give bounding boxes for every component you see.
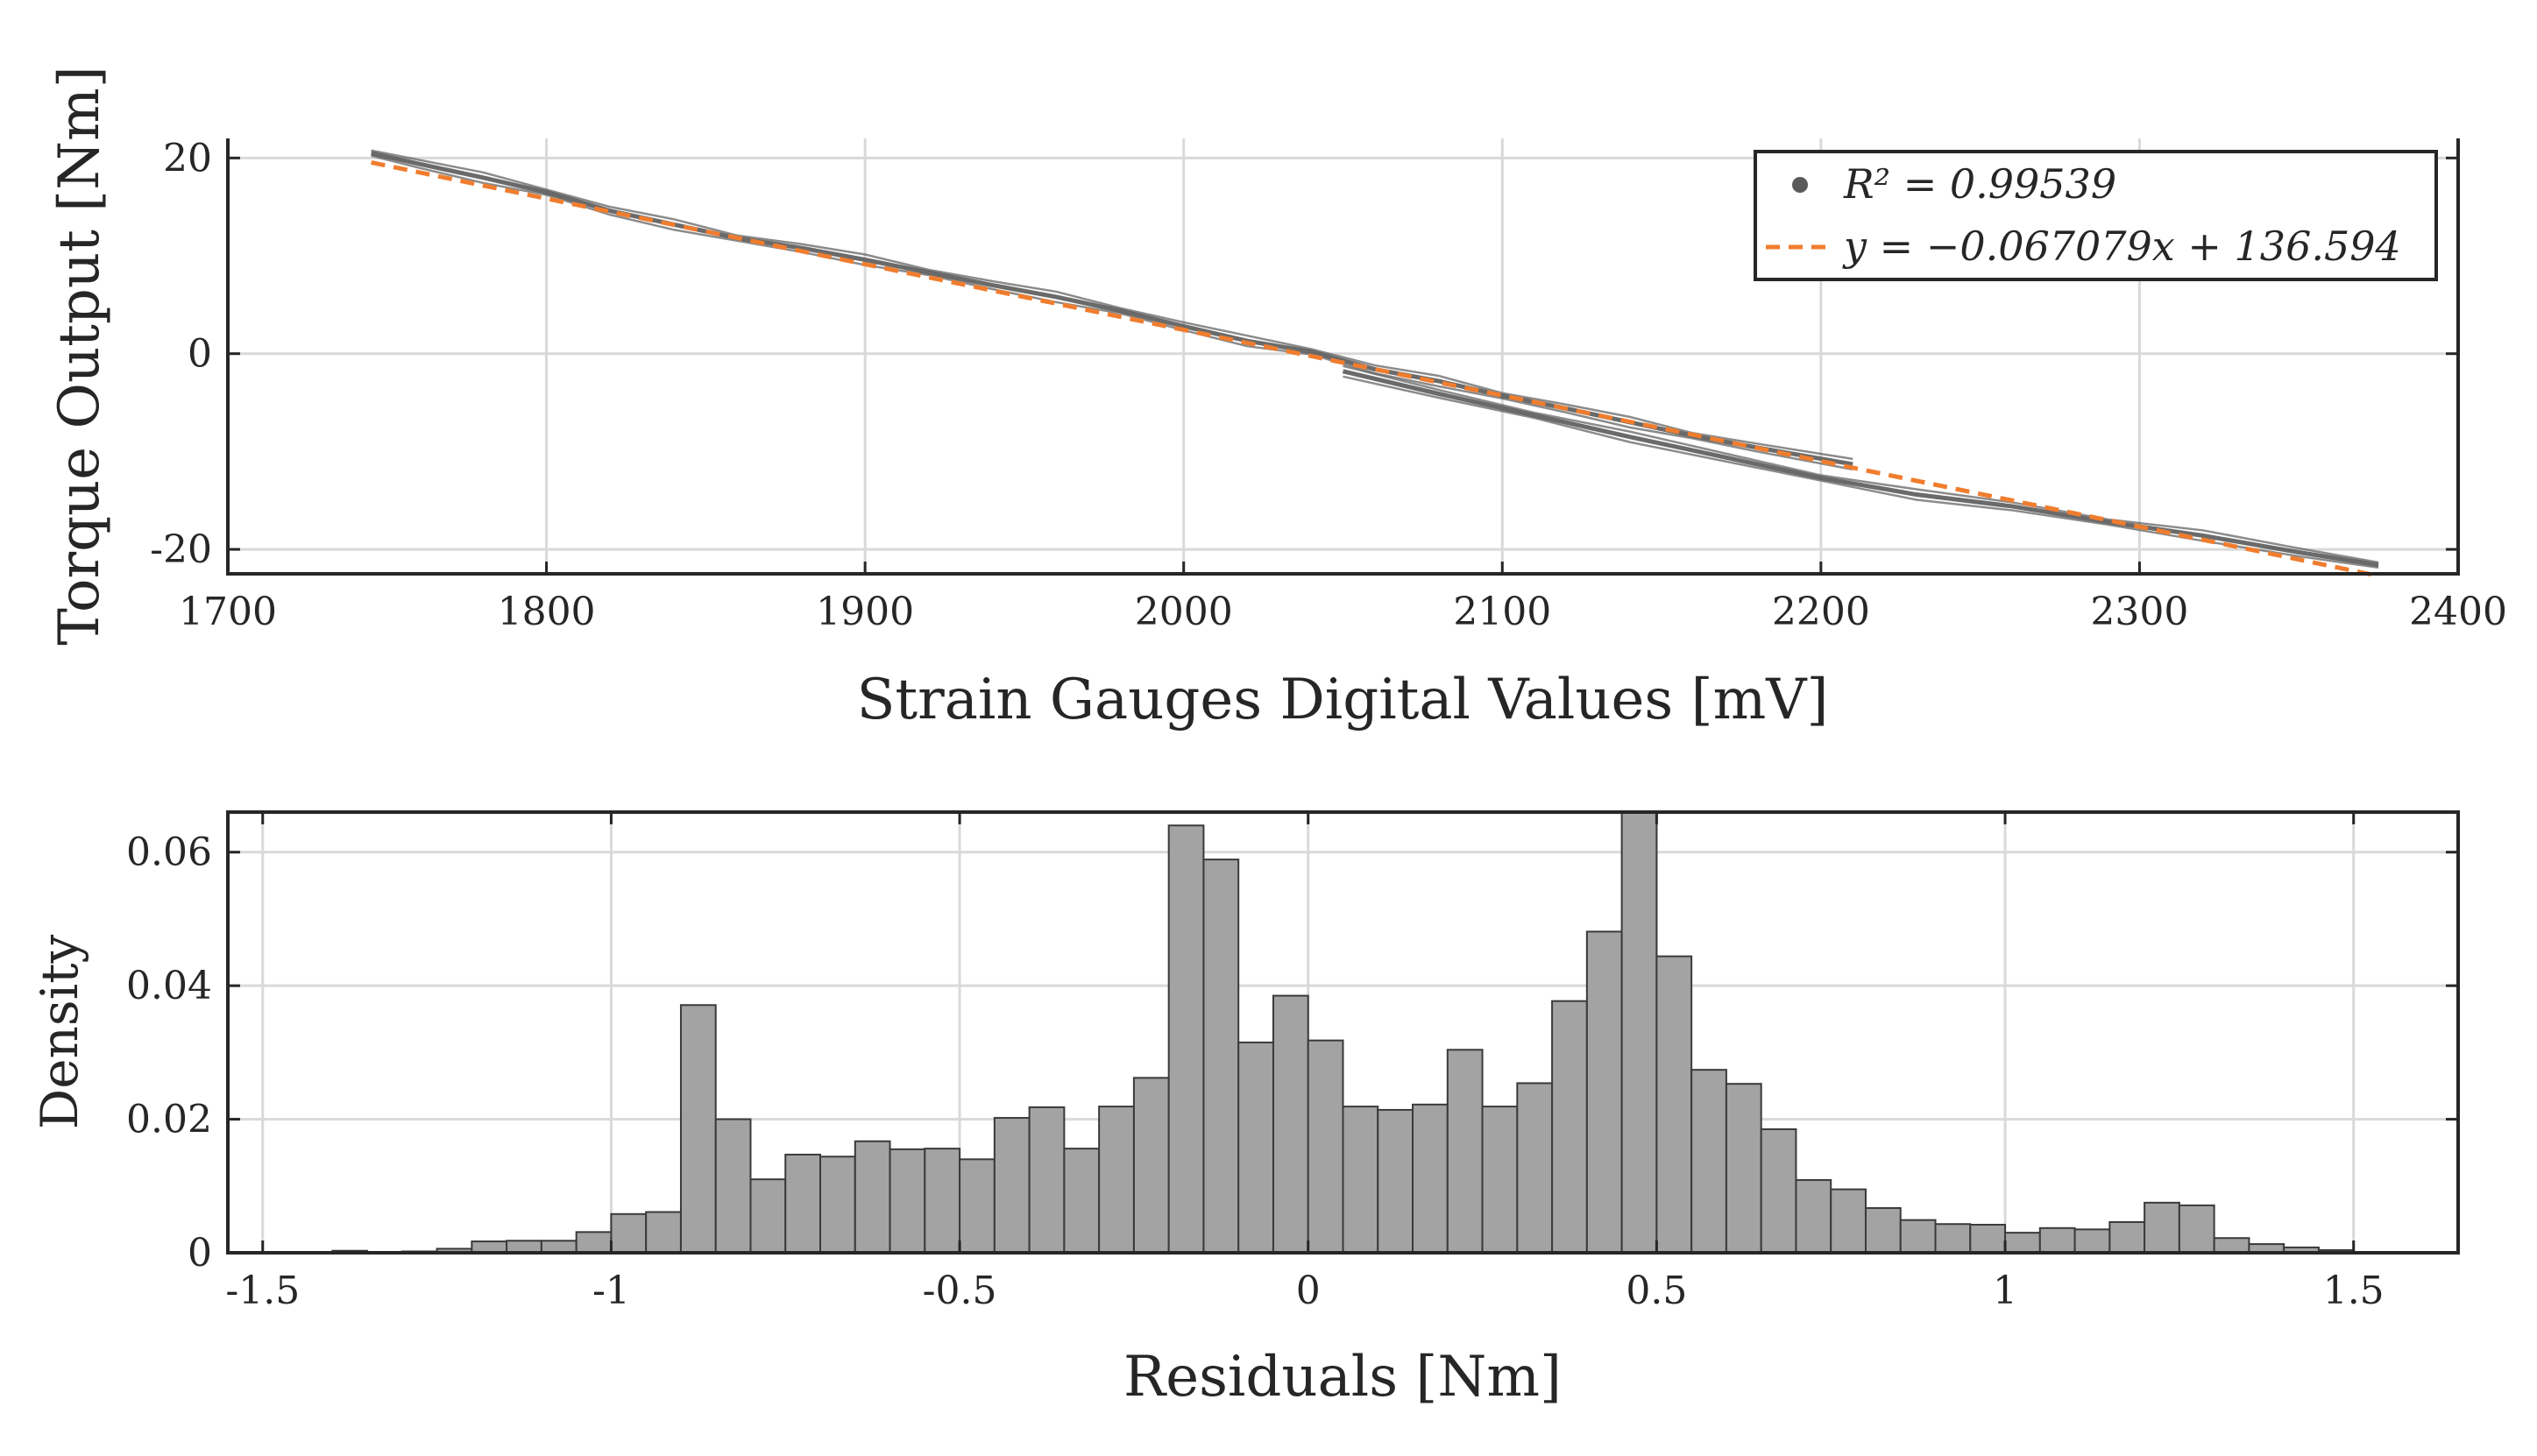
- histogram-bar: [2073, 1228, 2111, 1255]
- histogram-bar: [1028, 1106, 1066, 1254]
- histogram-bar: [1377, 1108, 1414, 1254]
- histogram-bar: [924, 1148, 961, 1255]
- histogram-bar: [1690, 1069, 1727, 1255]
- regression-x-tick-label: 2000: [1135, 590, 1233, 634]
- histogram-bar: [1899, 1219, 1937, 1254]
- residuals-x-tick-label: -1: [592, 1269, 630, 1313]
- histogram-bar: [1412, 1103, 1449, 1254]
- regression-x-tick-label: 2100: [1453, 590, 1551, 634]
- data-trace-band: [1343, 375, 2379, 569]
- regression-x-tick-label: 2400: [2409, 590, 2507, 634]
- histogram-bar: [1934, 1223, 1972, 1254]
- histogram-bar: [645, 1211, 682, 1255]
- histogram-bar: [1725, 1083, 1762, 1255]
- histogram-bar: [854, 1140, 891, 1254]
- histogram-bar: [2038, 1226, 2076, 1254]
- histogram-bar: [1830, 1188, 1867, 1255]
- residuals-y-axis-label: Density: [30, 934, 89, 1129]
- histogram-bar: [1167, 824, 1205, 1254]
- histogram-bar: [1516, 1082, 1554, 1255]
- histogram-bar: [1620, 811, 1658, 1254]
- histogram-bar: [819, 1156, 856, 1254]
- legend-entry-fit: y = −0.067079x + 136.594: [1842, 223, 2401, 270]
- histogram-bar: [2213, 1237, 2250, 1254]
- regression-x-tick-label: 1900: [816, 590, 914, 634]
- residuals-x-tick-label: -0.5: [923, 1269, 997, 1313]
- regression-y-ticks: 20 0 -20: [150, 136, 2458, 572]
- histogram-bar: [575, 1231, 613, 1255]
- histogram-bar: [784, 1153, 822, 1254]
- histogram-bar: [1307, 1039, 1344, 1255]
- histogram-bar: [1585, 930, 1623, 1254]
- legend-marker-data: [1792, 177, 1808, 193]
- histogram-bar: [1864, 1206, 1902, 1254]
- histogram-bar: [714, 1118, 752, 1255]
- data-trace-band: [1343, 364, 2379, 564]
- histogram-bar: [749, 1178, 787, 1254]
- regression-axes-box: [226, 138, 2460, 576]
- residuals-y-tick-label: 0.06: [126, 830, 212, 875]
- residuals-y-tick-label: 0.04: [126, 964, 212, 1008]
- histogram-bar: [2178, 1204, 2215, 1255]
- histogram-bar: [1969, 1223, 2007, 1255]
- regression-x-tick-label: 2200: [1772, 590, 1870, 634]
- regression-x-tick-label: 1700: [179, 590, 277, 634]
- histogram-bar: [540, 1240, 578, 1255]
- legend-entry-r2: R² = 0.99539: [1843, 160, 2116, 208]
- histogram-bar: [889, 1148, 926, 1254]
- regression-y-axis-label: Torque Output [Nm]: [47, 66, 112, 646]
- histogram-bar: [1272, 994, 1309, 1255]
- histogram-bar: [2108, 1220, 2146, 1254]
- regression-x-ticks: 1700 1800 1900 2000 2100 2200 2300 2400: [179, 562, 2507, 634]
- regression-panel: 1700 1800 1900 2000 2100 2200 2300 2400 200-20 …: [47, 66, 2507, 732]
- legend-box: [1754, 150, 2438, 281]
- histogram-bar: [1446, 1049, 1484, 1255]
- histogram-bar: [1237, 1041, 1274, 1254]
- regression-y-tick-label: 20: [163, 136, 212, 180]
- histogram-bar: [1342, 1106, 1379, 1254]
- residuals-y-ticks: 0 0.02 0.04 0.06: [126, 830, 2458, 1276]
- data-trace-band: [371, 149, 1853, 461]
- histogram-bar: [610, 1212, 648, 1255]
- histogram-bar: [1795, 1178, 1832, 1255]
- legend: R² = 0.99539 y = −0.067079x + 136.594: [1754, 150, 2438, 281]
- regression-y-tick-label: 0: [188, 332, 212, 377]
- histogram-bar: [1551, 1000, 1588, 1254]
- histogram-bar: [2004, 1232, 2041, 1254]
- residuals-x-tick-label: 1.5: [2323, 1269, 2385, 1313]
- residuals-y-tick-label: 0: [188, 1231, 212, 1276]
- residuals-x-tick-label: 0: [1296, 1269, 1321, 1313]
- histogram-bar: [506, 1240, 542, 1255]
- residuals-y-tick-label: 0.02: [126, 1098, 212, 1142]
- regression-x-axis-label: Strain Gauges Digital Values [mV]: [857, 668, 1829, 732]
- residuals-x-axis-label: Residuals [Nm]: [1123, 1345, 1562, 1410]
- histogram-bar: [993, 1117, 1031, 1254]
- regression-y-tick-label: -20: [150, 527, 212, 572]
- histogram-bar: [1481, 1106, 1519, 1254]
- histogram-bar: [1063, 1148, 1101, 1255]
- residuals-x-tick-label: -1.5: [225, 1269, 300, 1313]
- histogram-bar: [2144, 1201, 2180, 1255]
- histogram-bar: [959, 1158, 996, 1254]
- regression-x-tick-label: 2300: [2090, 590, 2188, 634]
- histogram-bar: [679, 1004, 717, 1255]
- residuals-bars: [331, 811, 2355, 1255]
- regression-data: [371, 149, 2379, 578]
- residuals-x-tick-label: 1: [1993, 1269, 2017, 1313]
- data-trace-measured-return: [1342, 369, 2379, 568]
- residuals-x-tick-label: 0.5: [1626, 1269, 1687, 1313]
- histogram-bar: [1132, 1077, 1170, 1254]
- histogram-bar: [1098, 1106, 1135, 1254]
- histogram-bar: [1655, 955, 1693, 1254]
- residuals-x-ticks: -1.5 -1 -0.5 0 0.5 1 1.5: [225, 812, 2385, 1313]
- regression-x-tick-label: 1800: [498, 590, 596, 634]
- histogram-bar: [1760, 1128, 1797, 1254]
- histogram-bar: [1202, 859, 1240, 1254]
- residuals-panel: -1.5 -1 -0.5 0 0.5 1 1.5 0 0.02 0.04 0.06 Residua…: [30, 810, 2460, 1410]
